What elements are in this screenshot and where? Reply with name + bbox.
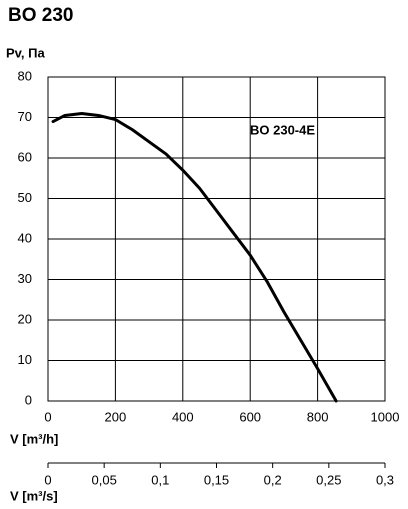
x2-tick-label: 0,2 bbox=[264, 472, 282, 487]
x-tick-label: 1000 bbox=[371, 409, 400, 424]
y-tick-label: 80 bbox=[18, 68, 32, 83]
x2-axis-label: V [m³/s] bbox=[10, 488, 58, 503]
x2-tick-label: 0,1 bbox=[151, 472, 169, 487]
x2-tick-label: 0,05 bbox=[92, 472, 117, 487]
x-axis-label: V [m³/h] bbox=[10, 431, 58, 446]
y-tick-label: 40 bbox=[18, 230, 32, 245]
y-tick-label: 0 bbox=[25, 392, 32, 407]
y-tick-label: 30 bbox=[18, 271, 32, 286]
x2-tick-label: 0,25 bbox=[316, 472, 341, 487]
x2-tick-label: 0 bbox=[44, 472, 51, 487]
curve-label: BO 230-4E bbox=[250, 122, 315, 137]
y-tick-label: 10 bbox=[18, 352, 32, 367]
x-tick-label: 400 bbox=[172, 409, 194, 424]
x2-tick-label: 0,3 bbox=[376, 472, 394, 487]
x-tick-label: 600 bbox=[239, 409, 261, 424]
y-tick-label: 20 bbox=[18, 311, 32, 326]
chart-title: BO 230 bbox=[8, 5, 73, 26]
y-tick-label: 70 bbox=[18, 109, 32, 124]
curve bbox=[51, 111, 338, 403]
y-axis-label: Pv, Па bbox=[6, 45, 46, 60]
x-tick-label: 200 bbox=[105, 409, 127, 424]
x-tick-label: 800 bbox=[307, 409, 329, 424]
x2-tick-label: 0,15 bbox=[204, 472, 229, 487]
x-tick-label: 0 bbox=[44, 409, 51, 424]
y-tick-label: 50 bbox=[18, 190, 32, 205]
y-tick-label: 60 bbox=[18, 149, 32, 164]
